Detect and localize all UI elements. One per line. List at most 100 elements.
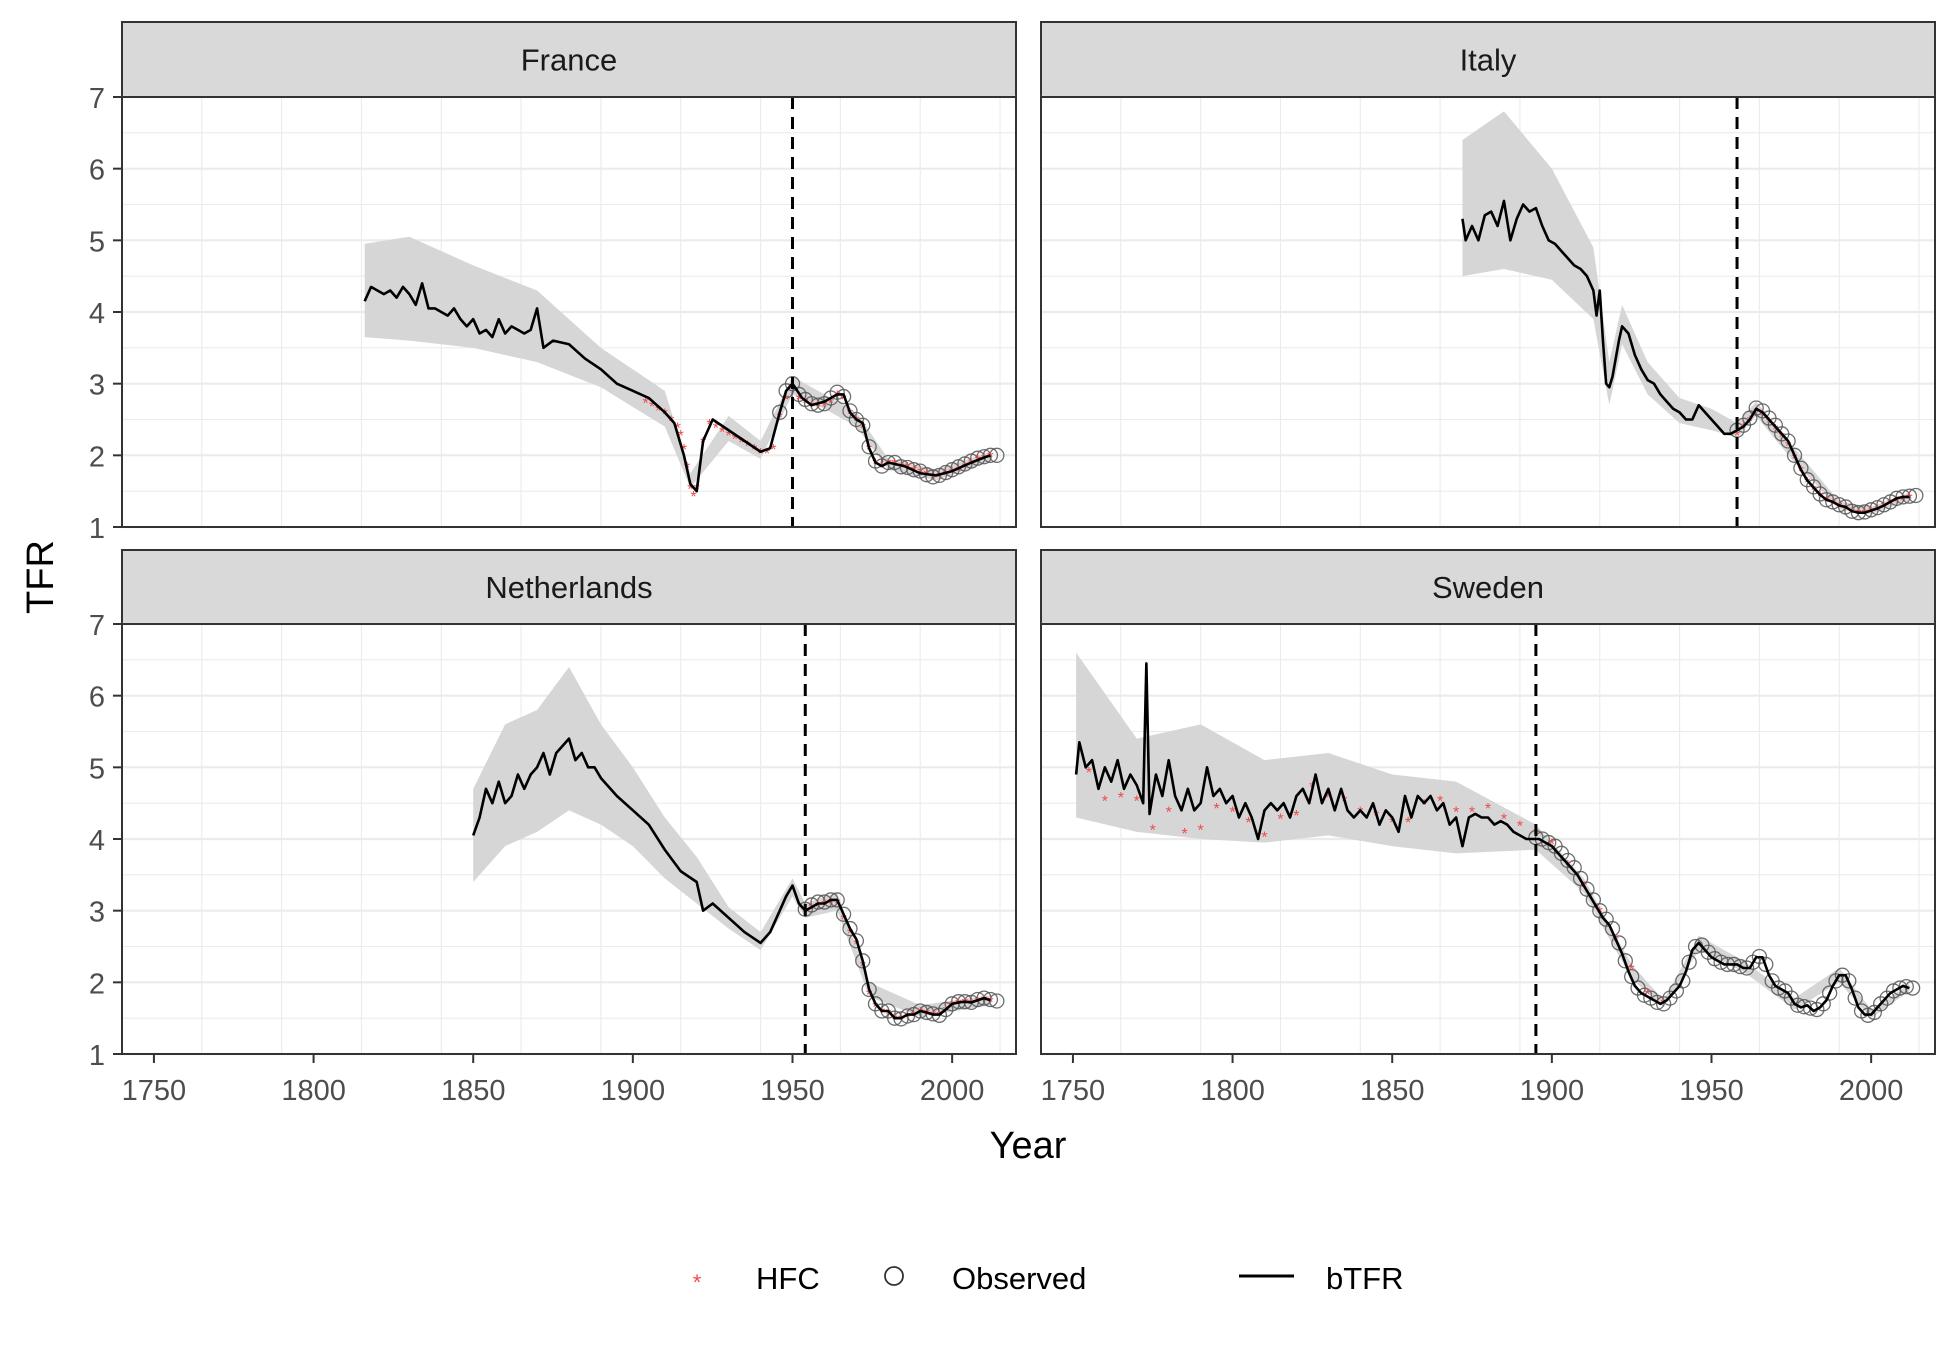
hfc-point: * xyxy=(866,987,872,1004)
observed-point xyxy=(1821,985,1838,1001)
observed-point xyxy=(861,439,877,455)
hfc-point: * xyxy=(1261,829,1267,846)
hfc-point: * xyxy=(879,1005,885,1022)
hfc-point: * xyxy=(872,457,878,474)
hfc-point: * xyxy=(1213,801,1219,818)
hfc-point: * xyxy=(943,467,949,484)
observed-point xyxy=(1713,954,1729,970)
hfc-point: * xyxy=(853,414,859,431)
legend-hfc-symbol: * xyxy=(693,1270,702,1295)
hfc-point: * xyxy=(1357,804,1363,821)
facet-title-netherlands: Netherlands xyxy=(485,570,652,605)
facet-strip xyxy=(1040,549,1936,625)
hfc-point: * xyxy=(643,396,649,413)
panel-border xyxy=(1040,623,1936,1055)
hfc-point: * xyxy=(674,421,680,438)
hfc-point: * xyxy=(1900,492,1906,509)
observed-point xyxy=(772,404,788,420)
hfc-point: * xyxy=(1150,822,1156,839)
gridlines xyxy=(121,95,1016,529)
hfc-point: * xyxy=(809,901,815,918)
y-tick-label: 7 xyxy=(89,610,105,642)
y-tick-label: 2 xyxy=(89,968,105,1000)
hfc-point: * xyxy=(923,1006,929,1023)
hfc-point: * xyxy=(1887,497,1893,514)
facet-title-italy: Italy xyxy=(1460,43,1517,78)
hfc-point: * xyxy=(1823,494,1829,511)
hfc-point: * xyxy=(738,435,744,452)
hfc-point: * xyxy=(1102,794,1108,811)
x-axis: 1750 1800 1850 1900 1950 2000 xyxy=(122,1054,984,1107)
x-axis-title: Year xyxy=(990,1125,1067,1167)
observed-point xyxy=(1675,973,1691,989)
observed-point xyxy=(1889,490,1905,506)
hfc-point: * xyxy=(1453,804,1459,821)
hfc-point: * xyxy=(1405,815,1411,832)
hfc-point: * xyxy=(1862,507,1868,524)
observed-point xyxy=(1604,920,1621,937)
x-tick-label: 1800 xyxy=(281,1075,346,1107)
observed-point xyxy=(1847,990,1863,1006)
hfc-point: * xyxy=(1740,421,1746,438)
hfc-point: * xyxy=(872,999,878,1016)
x-tick-label: 1850 xyxy=(1360,1075,1425,1107)
hfc-point: * xyxy=(847,926,853,943)
y-tick-label: 1 xyxy=(89,513,105,545)
facet-strip xyxy=(1040,21,1936,98)
hfc-point: * xyxy=(1182,826,1188,843)
y-tick-label: 1 xyxy=(89,1040,105,1072)
hfc-point: * xyxy=(904,1009,910,1026)
hfc-point: * xyxy=(1906,491,1912,508)
hfc-point: * xyxy=(930,1008,936,1025)
hfc-point: * xyxy=(815,899,821,916)
hfc-point: * xyxy=(815,399,821,416)
observed-point xyxy=(1841,973,1857,989)
hfc-point: * xyxy=(687,482,693,499)
hfc-point: * xyxy=(1894,494,1900,511)
hfc-point: * xyxy=(943,1004,949,1021)
hfc-point: * xyxy=(828,896,834,913)
facet-title-sweden: Sweden xyxy=(1432,570,1544,605)
hfc-point: * xyxy=(1759,408,1765,425)
hfc-point: * xyxy=(1629,962,1635,979)
y-tick-label: 3 xyxy=(89,897,105,929)
hfc-point: * xyxy=(911,1009,917,1026)
btfr-line xyxy=(1461,199,1910,514)
legend: * HFC Observed bTFR xyxy=(693,1261,1404,1296)
hfc-point: * xyxy=(789,381,795,398)
observed-point xyxy=(1793,460,1809,476)
hfc-point: * xyxy=(655,403,661,420)
observed-point xyxy=(1611,935,1627,951)
hfc-point: * xyxy=(777,410,783,427)
btfr-line xyxy=(363,282,991,493)
observed-point xyxy=(1780,433,1796,449)
observed-point xyxy=(976,449,992,465)
hfc-point: * xyxy=(955,464,961,481)
hfc-point: * xyxy=(1811,482,1817,499)
hfc-point: * xyxy=(930,471,936,488)
hfc-point: * xyxy=(1198,822,1204,839)
hfc-point: * xyxy=(1734,428,1740,445)
hfc-point: * xyxy=(860,421,866,438)
hfc-point: * xyxy=(1501,812,1507,829)
observed-point xyxy=(1908,487,1924,504)
hfc-point: * xyxy=(745,439,751,456)
y-tick-label: 4 xyxy=(89,298,105,330)
hfc-point: * xyxy=(860,958,866,975)
y-axis: 1 2 3 4 5 6 7 xyxy=(89,83,122,545)
hfc-point: * xyxy=(936,1009,942,1026)
observed-point xyxy=(1617,953,1633,969)
hfc-point: * xyxy=(1293,808,1299,825)
observed-point xyxy=(1758,956,1774,973)
hfc-point: * xyxy=(1830,497,1836,514)
uncertainty-band xyxy=(364,236,991,488)
hfc-point: * xyxy=(1134,794,1140,811)
hfc-point: * xyxy=(975,994,981,1011)
hfc-point: * xyxy=(885,457,891,474)
hfc-point: * xyxy=(1772,422,1778,439)
hfc-point: * xyxy=(962,996,968,1013)
y-tick-label: 5 xyxy=(89,226,105,258)
facet-title-france: France xyxy=(521,43,617,78)
y-tick-label: 7 xyxy=(89,83,105,115)
hfc-point: * xyxy=(879,460,885,477)
